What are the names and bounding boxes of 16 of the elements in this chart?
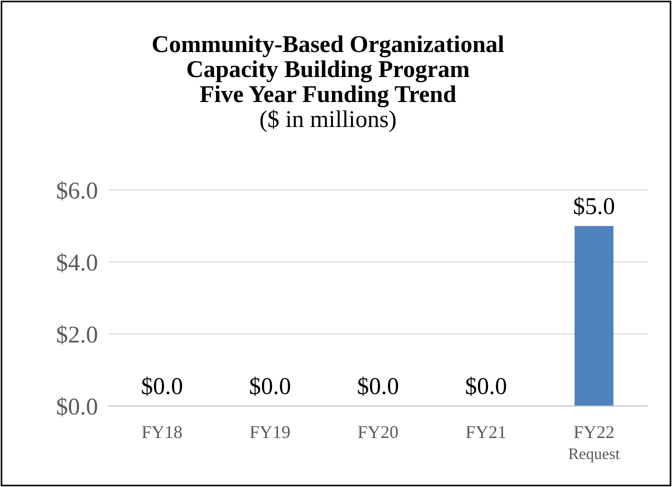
chart-title: Community-Based Organizational Capacity Building Program Five Year Funding Trend	[152, 32, 505, 108]
chart-subtitle: ($ in millions)	[259, 107, 397, 133]
x-tick-label: FY18	[141, 422, 183, 442]
x-tick-label: FY21	[465, 422, 507, 442]
data-label: $0.0	[141, 374, 183, 400]
data-label: $0.0	[465, 374, 507, 400]
data-label: $0.0	[249, 374, 291, 400]
x-tick-label: FY19	[249, 422, 291, 442]
data-label: $0.0	[357, 374, 399, 400]
x-tick-label: FY22 Request	[568, 422, 620, 463]
y-tick-label: $2.0	[56, 322, 98, 348]
x-tick-label: FY20	[357, 422, 399, 442]
y-tick-label: $4.0	[56, 250, 98, 276]
data-label: $5.0	[573, 194, 615, 220]
y-tick-label: $6.0	[56, 178, 98, 204]
y-tick-label: $0.0	[56, 394, 98, 420]
